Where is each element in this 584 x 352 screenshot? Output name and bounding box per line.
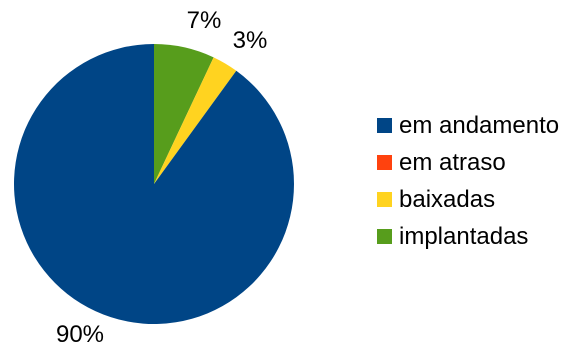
slice-em-andamento xyxy=(13,44,294,325)
legend-label-em-andamento: em andamento xyxy=(399,112,559,139)
legend: em andamento em atraso baixadas implantadas xyxy=(377,112,559,250)
legend-label-baixadas: baixadas xyxy=(399,186,495,213)
slice-label-implantadas: 7% xyxy=(187,7,222,34)
legend-item-em-atraso: em atraso xyxy=(377,149,506,176)
pie-slices xyxy=(13,44,294,325)
legend-item-implantadas: implantadas xyxy=(377,223,528,250)
legend-label-implantadas: implantadas xyxy=(399,223,528,250)
legend-swatch-em-atraso xyxy=(377,155,392,170)
slice-baixadas xyxy=(154,57,237,184)
legend-swatch-implantadas xyxy=(377,229,392,244)
slice-label-em-andamento: 90% xyxy=(56,321,104,348)
pie-slice-labels: 90% 3% 7% xyxy=(56,7,267,348)
slice-label-baixadas: 3% xyxy=(233,27,268,54)
legend-label-em-atraso: em atraso xyxy=(399,149,506,176)
slice-implantadas xyxy=(154,44,214,184)
legend-swatch-baixadas xyxy=(377,192,392,207)
legend-swatch-em-andamento xyxy=(377,118,392,133)
legend-item-em-andamento: em andamento xyxy=(377,112,559,139)
legend-item-baixadas: baixadas xyxy=(377,186,495,213)
